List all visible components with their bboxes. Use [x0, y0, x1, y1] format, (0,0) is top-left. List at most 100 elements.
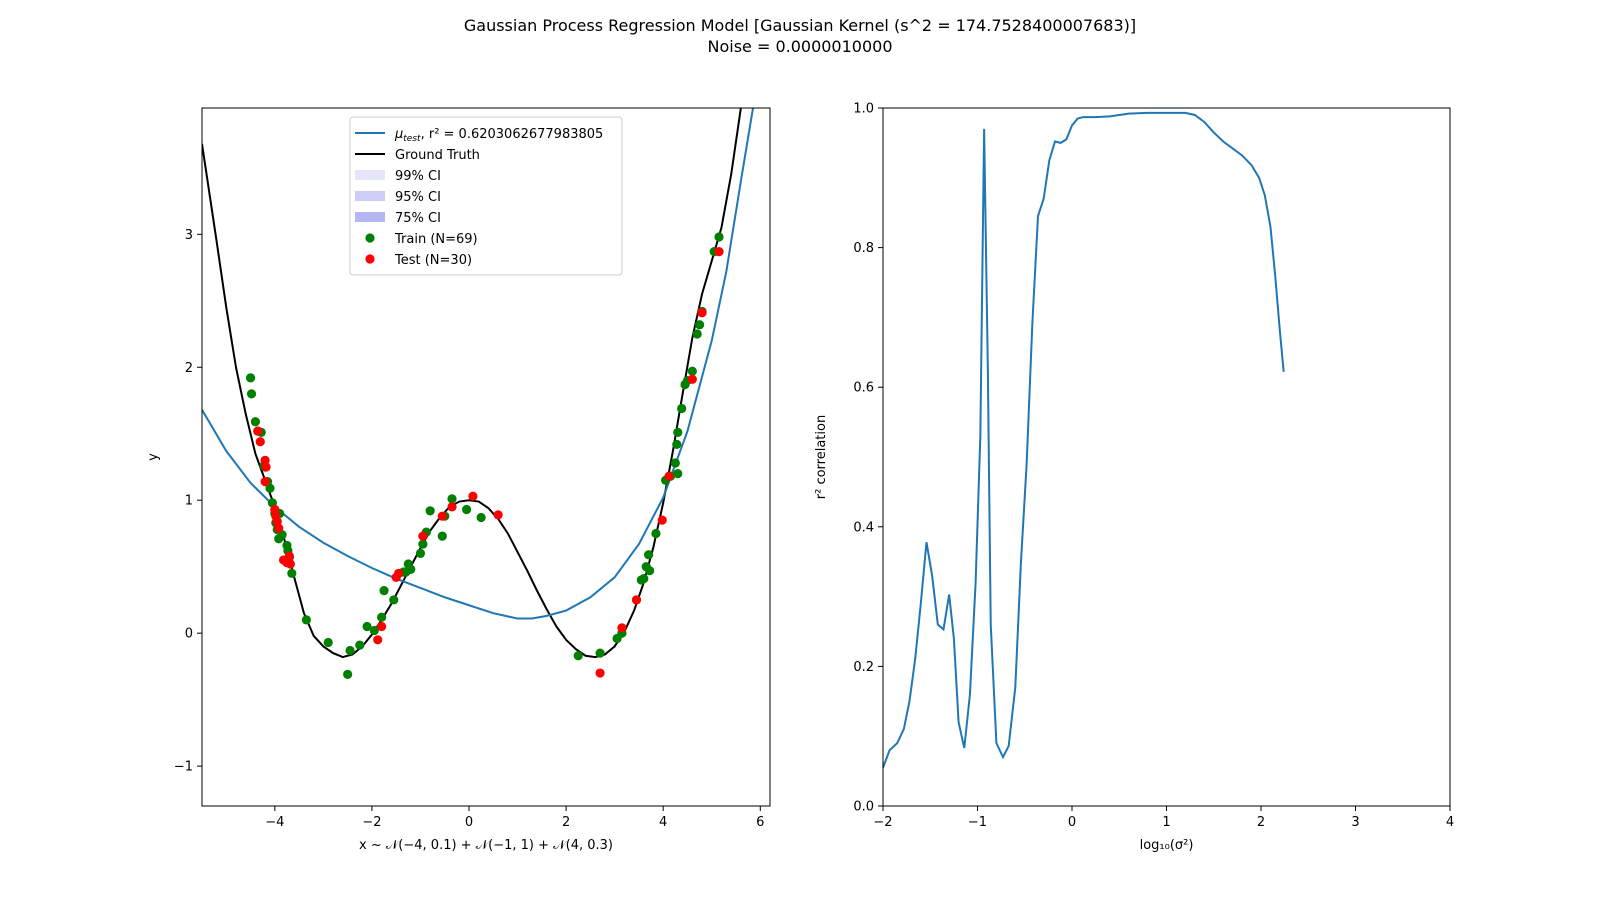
legend-label: Ground Truth — [395, 148, 480, 163]
test-point — [687, 374, 697, 384]
train-point — [476, 512, 486, 523]
test-point — [664, 471, 674, 481]
legend-label: μtest, r² = 0.6203062677983805 — [394, 127, 603, 144]
right-ytick-label: 0.8 — [853, 241, 874, 256]
test-point — [260, 476, 270, 487]
right-xtick-label: 0 — [1068, 815, 1076, 830]
left-axes-frame — [201, 107, 771, 807]
left-xtick-label: −2 — [362, 815, 381, 830]
test-point — [617, 623, 627, 633]
test-point — [437, 511, 447, 521]
left-plot-area — [202, 108, 754, 679]
train-point — [246, 389, 257, 399]
right-xtick-label: 2 — [1257, 815, 1265, 830]
train-point — [461, 504, 472, 515]
test-point — [284, 551, 294, 561]
right-ytick-label: 0.2 — [853, 660, 874, 675]
legend-label: 75% CI — [395, 211, 441, 226]
right-xlabel: log₁₀(σ²) — [1140, 838, 1194, 853]
right-xtick-label: 4 — [1446, 815, 1454, 830]
train-point — [651, 528, 661, 539]
train-point — [425, 506, 435, 516]
test-point — [377, 621, 387, 632]
train-point — [379, 586, 389, 596]
test-point — [631, 595, 642, 605]
legend-label-rest: , r² = 0.6203062677983805 — [421, 127, 604, 142]
train-point — [250, 417, 261, 427]
train-point — [418, 539, 428, 549]
legend-label: 95% CI — [395, 190, 441, 205]
train-point — [677, 403, 687, 414]
legend-label-main: μ — [394, 127, 403, 142]
train-point — [644, 550, 654, 560]
right-xtick-label: 3 — [1351, 815, 1359, 830]
left-ytick-label: 1 — [185, 494, 193, 509]
test-point — [394, 568, 404, 578]
left-ytick-label: 3 — [185, 228, 193, 243]
train-point — [287, 568, 297, 578]
legend-patch-swatch — [355, 170, 385, 180]
legend-frame — [349, 116, 623, 276]
train-point — [447, 494, 457, 504]
right-chart-r2: −2 −1 0 1 2 3 4 0.0 0.2 0.4 0.6 0.8 1.0 log₁₀(σ²) r² c… — [814, 102, 1454, 854]
left-xtick-label: 2 — [562, 815, 570, 830]
legend-label-sub: test — [403, 134, 421, 144]
right-ytick-label: 1.0 — [853, 102, 874, 117]
test-point — [274, 523, 284, 533]
train-point — [323, 637, 333, 648]
test-point — [255, 437, 265, 447]
figure-title: Gaussian Process Regression Model [Gauss… — [463, 16, 1137, 35]
train-point — [345, 645, 355, 656]
right-xtick-label: −1 — [968, 815, 987, 830]
left-xtick-label: 0 — [465, 815, 473, 830]
left-xlabel: x ~ 𝒩(−4, 0.1) + 𝒩(−1, 1) + 𝒩(4, 0.3) — [359, 838, 613, 853]
train-point — [595, 648, 605, 658]
train-point — [406, 564, 416, 574]
train-point — [343, 669, 353, 679]
left-chart-gpr: −4 −2 0 2 4 6 −1 0 1 2 3 x ~ 𝒩(−4, 0.1) + 𝒩(−1, 1) … — [146, 107, 771, 853]
train-point — [369, 625, 379, 636]
legend-label: Train (N=69) — [394, 232, 478, 247]
legend-marker-swatch — [365, 254, 375, 264]
train-point — [714, 232, 724, 242]
test-point — [285, 559, 295, 569]
test-point — [657, 515, 667, 525]
legend-patch-swatch — [355, 191, 385, 201]
train-point — [673, 469, 683, 479]
train-point — [687, 366, 697, 376]
train-point — [672, 439, 682, 449]
right-axes-frame — [882, 107, 1451, 807]
train-point — [389, 595, 399, 605]
train-point — [415, 548, 426, 558]
right-ytick-label: 0.4 — [853, 520, 874, 535]
legend-marker-swatch — [365, 233, 375, 243]
left-ylabel: y — [146, 453, 161, 461]
test-point — [261, 462, 271, 472]
right-xtick-label: −2 — [873, 815, 892, 830]
train-point — [301, 615, 311, 625]
left-legend: μtest, r² = 0.6203062677983805 Ground Tru… — [349, 116, 623, 276]
left-ytick-label: −1 — [174, 760, 193, 775]
train-point — [573, 651, 583, 661]
train-point — [639, 574, 649, 584]
test-point — [595, 668, 605, 678]
train-point — [265, 483, 275, 493]
test-point — [418, 531, 428, 541]
figure-subtitle: Noise = 0.0000010000 — [707, 37, 893, 56]
train-point — [670, 458, 680, 468]
test-point — [447, 502, 457, 512]
train-point — [355, 640, 365, 650]
train-point — [362, 621, 372, 632]
train-point — [437, 531, 447, 541]
left-xtick-label: 4 — [659, 815, 667, 830]
test-point — [253, 426, 263, 436]
right-ytick-label: 0.6 — [853, 381, 874, 396]
train-point — [377, 612, 387, 622]
left-ytick-label: 2 — [185, 361, 193, 376]
legend-label: Test (N=30) — [394, 253, 472, 268]
left-xtick-label: 6 — [756, 815, 764, 830]
train-point — [645, 566, 655, 576]
right-ylabel: r² correlation — [814, 415, 829, 499]
test-point — [697, 308, 707, 318]
